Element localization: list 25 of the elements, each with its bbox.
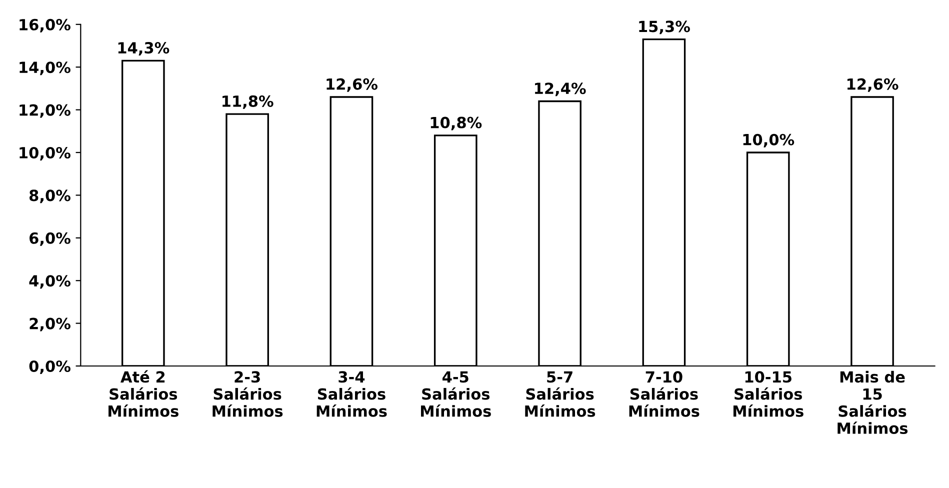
y-tick-label: 0,0% — [29, 360, 70, 374]
y-tick-label: 6,0% — [30, 232, 70, 246]
data-label: 14,3% — [118, 42, 170, 56]
x-tick-label: 5-7 Salários Mínimos — [525, 371, 596, 417]
x-tick-label: Até 2 Salários Mínimos — [108, 370, 178, 417]
y-tick-label: 16,0% — [20, 18, 70, 32]
data-label: 12,6% — [847, 78, 898, 92]
data-label: 10,8% — [430, 116, 482, 130]
data-label: 10,0% — [743, 134, 794, 148]
x-tick-label: 7-10 Salários Mínimos — [629, 371, 700, 417]
x-tick-label: 2-3 Salários Mínimos — [212, 371, 283, 417]
y-tick-label: 2,0% — [30, 318, 70, 332]
x-tick-label: Mais de 15 Salários Mínimos — [838, 370, 908, 434]
y-tick-label: 12,0% — [20, 104, 70, 118]
x-tick-label: 10-15 Salários Mínimos — [733, 371, 804, 417]
y-tick-label: 14,0% — [20, 62, 70, 76]
x-tick-label: 3-4 Salários Mínimos — [316, 371, 387, 417]
y-tick-label: 4,0% — [29, 275, 70, 289]
data-label: 12,6% — [326, 78, 378, 92]
x-tick-label: 4-5 Salários Mínimos — [421, 371, 491, 417]
y-tick-label: 8,0% — [30, 190, 70, 204]
data-label: 15,3% — [639, 20, 690, 34]
y-tick-label: 10,0% — [20, 146, 70, 160]
data-label: 11,8% — [222, 95, 274, 109]
data-label: 12,4% — [535, 82, 586, 96]
